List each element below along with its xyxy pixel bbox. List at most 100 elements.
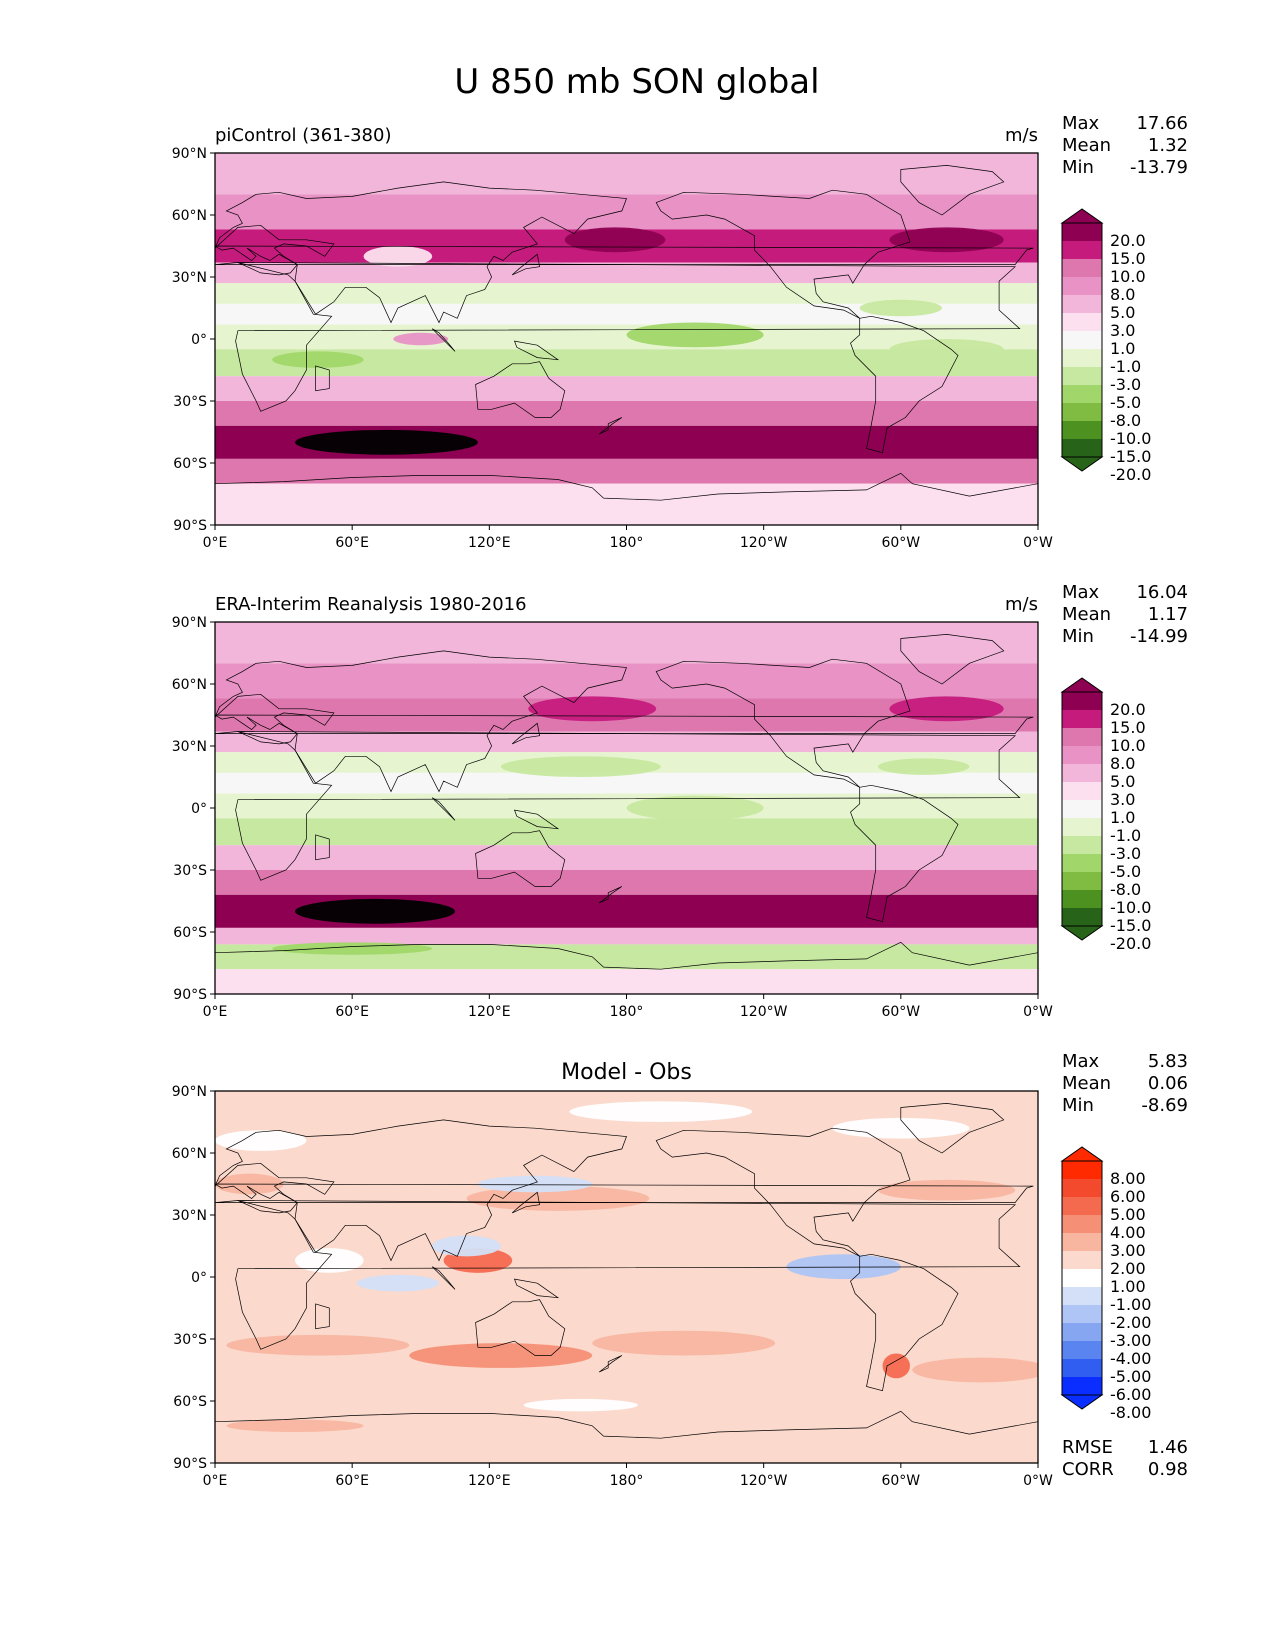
lat-tick-label: 60°S: [173, 456, 207, 472]
map-field: [215, 153, 1038, 525]
colorbar-swatch: [1062, 313, 1102, 331]
field-band: [215, 376, 1038, 401]
lat-tick-label: 60°N: [172, 677, 207, 693]
extra-stat-value: 1.46: [1148, 1437, 1188, 1458]
colorbar: 20.015.010.08.05.03.01.0-1.0-3.0-5.0-8.0…: [1060, 208, 1151, 484]
colorbar-swatch: [1062, 259, 1102, 277]
field-band: [215, 458, 1038, 484]
colorbar-swatch: [1062, 295, 1102, 313]
coastline: [315, 834, 330, 861]
field-band: [215, 194, 1038, 230]
field-band: [215, 772, 1038, 794]
coastline: [598, 1355, 623, 1373]
colorbar-label: 10.0: [1110, 736, 1146, 755]
panel-left-title: piControl (361-380): [215, 125, 391, 146]
colorbar-label: -3.00: [1110, 1331, 1151, 1350]
colorbar-swatch: [1062, 439, 1102, 457]
lon-tick-label: 120°W: [740, 1473, 788, 1489]
colorbar: 8.006.005.004.003.002.001.00-1.00-2.00-3…: [1060, 1146, 1151, 1422]
colorbar-swatch: [1062, 890, 1102, 908]
field-feature: [295, 1248, 364, 1273]
lat-tick-label: 30°N: [172, 1208, 207, 1224]
colorbar-swatch: [1062, 1197, 1102, 1215]
field-feature: [477, 1175, 593, 1193]
lon-tick-label: 60°E: [335, 1473, 369, 1489]
lon-tick-label: 120°E: [468, 1473, 511, 1489]
lon-tick-label: 0°E: [203, 1004, 228, 1020]
lon-tick-label: 180°: [610, 1004, 644, 1020]
colorbar-swatch: [1062, 385, 1102, 403]
stat-label: Max: [1062, 582, 1100, 603]
panel-diff: 90°N 60°N 30°N 0° 30°S 60°S 90°S0°E 60°E 120°E 18…: [172, 1051, 1188, 1489]
colorbar-swatch: [1062, 421, 1102, 439]
stat-value: 17.66: [1136, 113, 1188, 134]
extra-stat-label: CORR: [1062, 1459, 1114, 1480]
coastline: [655, 189, 911, 319]
lon-tick-label: 0°W: [1023, 535, 1053, 551]
colorbar-label: 8.0: [1110, 285, 1135, 304]
colorbar-swatch: [1062, 872, 1102, 890]
colorbar-extend-top: [1060, 677, 1104, 693]
coastlines: [215, 634, 1038, 994]
stat-label: Min: [1062, 157, 1094, 178]
stat-value: 5.83: [1148, 1051, 1188, 1072]
colorbar-label: 3.00: [1110, 1241, 1146, 1260]
colorbar-swatch: [1062, 367, 1102, 385]
field-feature: [832, 1117, 970, 1139]
colorbar-swatch: [1062, 349, 1102, 367]
coastline: [900, 634, 1005, 685]
colorbar-label: 5.00: [1110, 1205, 1146, 1224]
colorbar-label: -8.0: [1110, 411, 1141, 430]
colorbar-label: -5.00: [1110, 1367, 1151, 1386]
lat-tick-label: 30°N: [172, 270, 207, 286]
field-feature: [295, 429, 478, 455]
colorbar-swatch: [1062, 1305, 1102, 1323]
coastline: [513, 809, 560, 830]
lat-tick-label: 60°N: [172, 208, 207, 224]
field-band: [215, 153, 1038, 195]
coastline: [475, 361, 566, 418]
coastline: [235, 731, 1021, 881]
lon-tick-label: 0°W: [1023, 1473, 1053, 1489]
colorbar-swatch: [1062, 782, 1102, 800]
colorbar-frame: [1061, 691, 1103, 927]
colorbar-swatch: [1062, 1179, 1102, 1197]
colorbar-swatch: [1062, 818, 1102, 836]
coastline: [850, 1253, 959, 1392]
panel-units: m/s: [1005, 125, 1038, 146]
panel-left-title: ERA-Interim Reanalysis 1980-2016: [215, 594, 527, 615]
lon-tick-label: 180°: [610, 535, 644, 551]
colorbar-label: 15.0: [1110, 249, 1146, 268]
coastline: [598, 886, 623, 904]
coastline: [598, 417, 623, 435]
coastline: [235, 1200, 1021, 1350]
field-band: [215, 483, 1038, 525]
colorbar-label: -3.0: [1110, 375, 1141, 394]
colorbar-swatch: [1062, 764, 1102, 782]
colorbar-label: -5.0: [1110, 393, 1141, 412]
colorbar-label: 20.0: [1110, 700, 1146, 719]
coastline: [655, 658, 911, 788]
field-band: [215, 283, 1038, 304]
stat-label: Min: [1062, 626, 1094, 647]
stat-label: Mean: [1062, 1073, 1111, 1094]
coastline: [475, 1299, 566, 1356]
field-feature: [295, 898, 456, 924]
field-feature: [523, 905, 730, 926]
extra-stat-value: 0.98: [1148, 1459, 1188, 1480]
coastline: [215, 650, 627, 793]
lat-tick-label: 0°: [191, 1270, 207, 1286]
lat-tick-label: 60°S: [173, 925, 207, 941]
colorbar-swatch: [1062, 692, 1102, 710]
colorbar-label: -8.0: [1110, 880, 1141, 899]
colorbar-swatch: [1062, 1323, 1102, 1341]
map-field: [215, 622, 1038, 994]
lat-tick-label: 30°S: [173, 1332, 207, 1348]
field-feature: [432, 1235, 501, 1257]
colorbar-label: -1.0: [1110, 826, 1141, 845]
field-feature: [528, 696, 657, 722]
colorbar-label: 10.0: [1110, 267, 1146, 286]
colorbar-swatch: [1062, 1161, 1102, 1179]
field-band: [215, 845, 1038, 870]
stat-label: Min: [1062, 1095, 1094, 1116]
